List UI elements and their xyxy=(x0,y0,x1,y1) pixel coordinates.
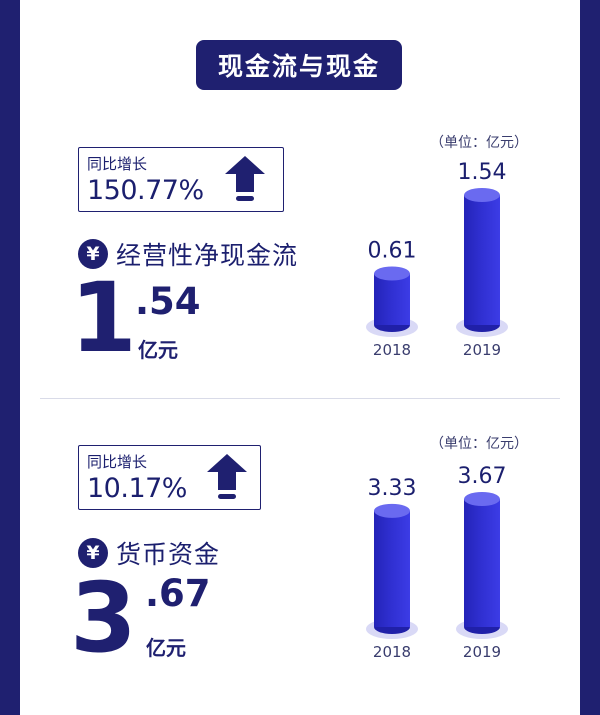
growth-value: 10.17% xyxy=(87,473,187,504)
left-border-bar xyxy=(0,0,20,715)
bar-2019 xyxy=(456,188,508,337)
amount-decimal: .54 xyxy=(135,280,201,323)
right-border-bar xyxy=(580,0,600,715)
cash-balance-bar-chart: 3.33 2018 3.67 2019 xyxy=(366,464,508,661)
growth-label: 同比增长 xyxy=(87,155,148,173)
yen-icon: ¥ xyxy=(78,538,108,568)
bar-value-label: 0.61 xyxy=(368,239,417,264)
up-arrow-icon xyxy=(225,156,265,201)
bar-value-label: 1.54 xyxy=(458,160,507,185)
cash-balance-section: 同比增长 10.17% ¥ 货币资金 3 .67 亿元 （单位：亿元） 3.33… xyxy=(20,400,580,715)
unit-note: （单位：亿元） xyxy=(430,135,528,151)
metric-name: 经营性净现金流 xyxy=(116,241,299,270)
x-tick-label: 2019 xyxy=(463,643,501,661)
metric-row: ¥ 经营性净现金流 xyxy=(78,236,298,272)
bar-2018 xyxy=(366,266,418,337)
section-divider xyxy=(40,398,560,399)
operating-cash-flow-section: 同比增长 150.77% ¥ 经营性净现金流 1 .54 亿元 （单位：亿元） … xyxy=(20,0,580,400)
x-tick-label: 2019 xyxy=(463,341,501,359)
metric-row: ¥ 货币资金 xyxy=(78,535,220,571)
amount-unit: 亿元 xyxy=(138,338,178,362)
unit-note: （单位：亿元） xyxy=(430,436,528,452)
amount-decimal: .67 xyxy=(145,572,211,615)
amount-integer: 3 xyxy=(70,562,137,674)
page-title: 现金流与现金 xyxy=(196,40,402,90)
growth-label: 同比增长 xyxy=(87,453,148,471)
bar-2018 xyxy=(366,503,418,639)
x-tick-label: 2018 xyxy=(373,341,411,359)
bar-2019 xyxy=(456,492,508,639)
growth-box: 同比增长 150.77% xyxy=(78,147,284,212)
growth-box: 同比增长 10.17% xyxy=(78,445,261,510)
x-tick-label: 2018 xyxy=(373,643,411,661)
bar-value-label: 3.33 xyxy=(368,476,417,501)
amount-integer: 1 xyxy=(70,262,137,374)
up-arrow-icon xyxy=(207,454,247,499)
cash-flow-bar-chart: 0.61 2018 1.54 2019 xyxy=(366,160,508,359)
yen-icon: ¥ xyxy=(78,239,108,269)
amount-unit: 亿元 xyxy=(146,636,186,660)
growth-value: 150.77% xyxy=(87,175,204,206)
metric-name: 货币资金 xyxy=(116,540,221,569)
bar-value-label: 3.67 xyxy=(458,464,507,489)
